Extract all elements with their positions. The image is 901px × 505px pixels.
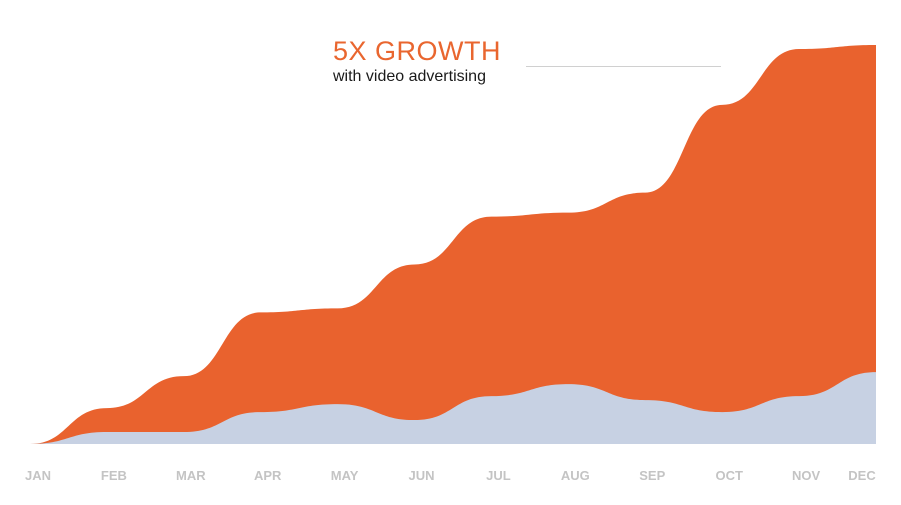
x-tick-label-jul: JUL bbox=[486, 468, 511, 483]
x-tick-label-nov: NOV bbox=[792, 468, 821, 483]
x-tick-label-aug: AUG bbox=[561, 468, 590, 483]
chart-title: 5X GROWTH bbox=[333, 36, 502, 66]
x-tick-label-feb: FEB bbox=[101, 468, 127, 483]
x-tick-label-jun: JUN bbox=[409, 468, 435, 483]
x-tick-label-apr: APR bbox=[254, 468, 282, 483]
chart-subtitle: with video advertising bbox=[333, 68, 486, 85]
chart-title-block: 5X GROWTH with video advertising bbox=[333, 36, 501, 87]
x-tick-label-dec: DEC bbox=[848, 468, 876, 483]
x-tick-label-jan: JAN bbox=[25, 468, 51, 483]
x-tick-label-sep: SEP bbox=[639, 468, 665, 483]
x-tick-label-oct: OCT bbox=[715, 468, 743, 483]
title-divider-line bbox=[526, 66, 721, 67]
x-tick-label-may: MAY bbox=[331, 468, 359, 483]
chart-areas bbox=[30, 45, 876, 444]
series-area-with-video bbox=[30, 45, 876, 444]
x-tick-label-mar: MAR bbox=[176, 468, 206, 483]
x-axis-tick-labels: JAN FEB MAR APR MAY JUN JUL AUG SEP OCT NOV DEC bbox=[25, 468, 876, 483]
series-area-without-video bbox=[30, 372, 876, 444]
